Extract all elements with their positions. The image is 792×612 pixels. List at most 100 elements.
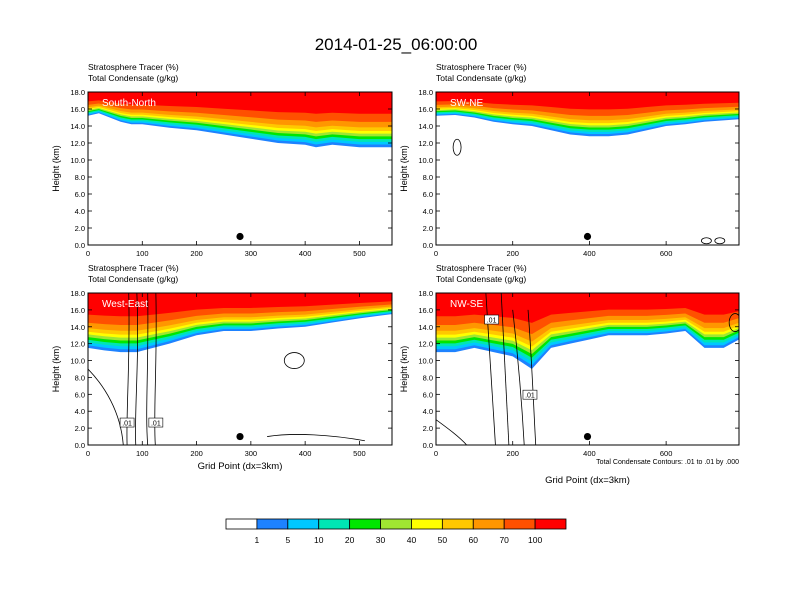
tracer-band: [436, 293, 739, 323]
x-tick-label: 100: [136, 449, 149, 458]
y-tick-label: 8.0: [423, 373, 433, 382]
y-tick-label: 14.0: [70, 323, 85, 332]
x-tick-label: 100: [136, 249, 149, 258]
plot-frame: [87, 91, 393, 246]
x-tick-label: 400: [299, 249, 312, 258]
y-tick-label: 0.0: [423, 241, 433, 250]
colorbar-label: 100: [528, 535, 542, 545]
condensate-contour: [283, 352, 305, 369]
x-tick-label: 0: [86, 449, 90, 458]
colorbar: 1 5 10 20 30 40 50 60 70 100: [225, 518, 567, 545]
y-tick-label: 18.0: [418, 289, 433, 298]
y-tick-label: 10.0: [70, 156, 85, 165]
panel-title-line: Total Condensate (g/kg): [88, 73, 178, 83]
y-tick-label: 12.0: [70, 340, 85, 349]
y-axis-label: Height (km): [51, 145, 61, 192]
plot-frame: [435, 292, 740, 446]
y-tick-label: 0.0: [75, 241, 85, 250]
y-tick-label: 18.0: [70, 88, 85, 97]
y-tick-label: 18.0: [70, 289, 85, 298]
colorbar-label: 70: [499, 535, 509, 545]
contour-note: Total Condensate Contours: .01 to .01 by…: [596, 459, 739, 466]
x-tick-label: 200: [190, 449, 203, 458]
y-tick-label: 2.0: [423, 424, 433, 433]
y-tick-label: 14.0: [70, 122, 85, 131]
y-tick-label: 14.0: [418, 323, 433, 332]
x-tick-label: 600: [660, 449, 673, 458]
panel-title-line: Stratosphere Tracer (%): [436, 62, 527, 72]
colorbar-box: [441, 518, 474, 530]
x-tick-label: 300: [245, 449, 258, 458]
x-tick-label: 0: [434, 249, 438, 258]
panel-0: South-North Stratosphere Tracer (%)Total …: [51, 62, 393, 258]
condensate-contour: [452, 138, 462, 156]
plot-area: .01 .01: [88, 293, 392, 445]
location-marker: [236, 432, 244, 441]
colorbar-box: [411, 518, 443, 530]
y-tick-label: 4.0: [75, 407, 85, 416]
plot-area: [436, 92, 739, 245]
plot-frame: [435, 91, 740, 246]
condensate-contour: [126, 293, 130, 445]
panel-title-line: Total Condensate (g/kg): [88, 274, 178, 284]
condensate-contour: [500, 293, 510, 445]
y-tick-label: 12.0: [70, 139, 85, 148]
y-tick-label: 14.0: [418, 122, 433, 131]
y-tick-label: 10.0: [70, 357, 85, 366]
plot-area: [88, 92, 392, 245]
contour-label-box: [119, 417, 135, 428]
colorbar-box: [287, 518, 320, 530]
y-tick-label: 4.0: [423, 207, 433, 216]
panel-label: West-East: [102, 299, 148, 310]
colorbar-box: [256, 518, 289, 530]
y-tick-label: 16.0: [418, 105, 433, 114]
condensate-contour: [714, 237, 726, 245]
condensate-contour: [135, 293, 139, 445]
x-tick-label: 300: [245, 249, 258, 258]
x-tick-label: 0: [86, 249, 90, 258]
y-tick-label: 2.0: [75, 224, 85, 233]
panel-2: .01 .01 West-East Stratosphere Tracer (%)To…: [51, 263, 393, 472]
tracer-band: [88, 92, 392, 114]
colorbar-box: [225, 518, 258, 530]
plot-frame: [87, 292, 393, 446]
y-tick-label: 0.0: [75, 441, 85, 450]
colorbar-box: [380, 518, 412, 530]
x-tick-label: 200: [190, 249, 203, 258]
contour-label-box: [148, 417, 164, 428]
x-tick-label: 400: [583, 449, 596, 458]
x-tick-label: 600: [660, 249, 673, 258]
y-tick-label: 6.0: [75, 390, 85, 399]
condensate-contour: [527, 309, 537, 445]
colorbar-label: 5: [285, 535, 290, 545]
panel-title-line: Stratosphere Tracer (%): [436, 263, 527, 273]
x-tick-label: 200: [506, 449, 519, 458]
y-tick-label: 16.0: [70, 306, 85, 315]
panel-label: SW-NE: [450, 98, 483, 109]
colorbar-box: [318, 518, 351, 530]
y-tick-label: 2.0: [75, 424, 85, 433]
y-tick-label: 6.0: [423, 390, 433, 399]
y-tick-label: 18.0: [418, 88, 433, 97]
y-tick-label: 12.0: [418, 139, 433, 148]
y-tick-label: 8.0: [75, 173, 85, 182]
y-tick-label: 4.0: [75, 207, 85, 216]
x-tick-label: 500: [353, 249, 366, 258]
y-tick-label: 0.0: [423, 441, 433, 450]
panel-title-line: Total Condensate (g/kg): [436, 73, 526, 83]
location-marker: [583, 432, 592, 441]
contour-label-box: [522, 389, 538, 400]
panel-label: NW-SE: [450, 299, 483, 310]
y-tick-label: 12.0: [418, 340, 433, 349]
condensate-contour: [154, 293, 157, 445]
location-marker: [583, 232, 592, 241]
condensate-contour: [146, 293, 149, 445]
y-tick-label: 8.0: [75, 373, 85, 382]
plot-area: .01 .01: [436, 293, 739, 445]
tracer-band: [88, 293, 392, 317]
colorbar-box: [503, 518, 536, 530]
y-tick-label: 6.0: [75, 190, 85, 199]
panel-title-line: Stratosphere Tracer (%): [88, 62, 179, 72]
